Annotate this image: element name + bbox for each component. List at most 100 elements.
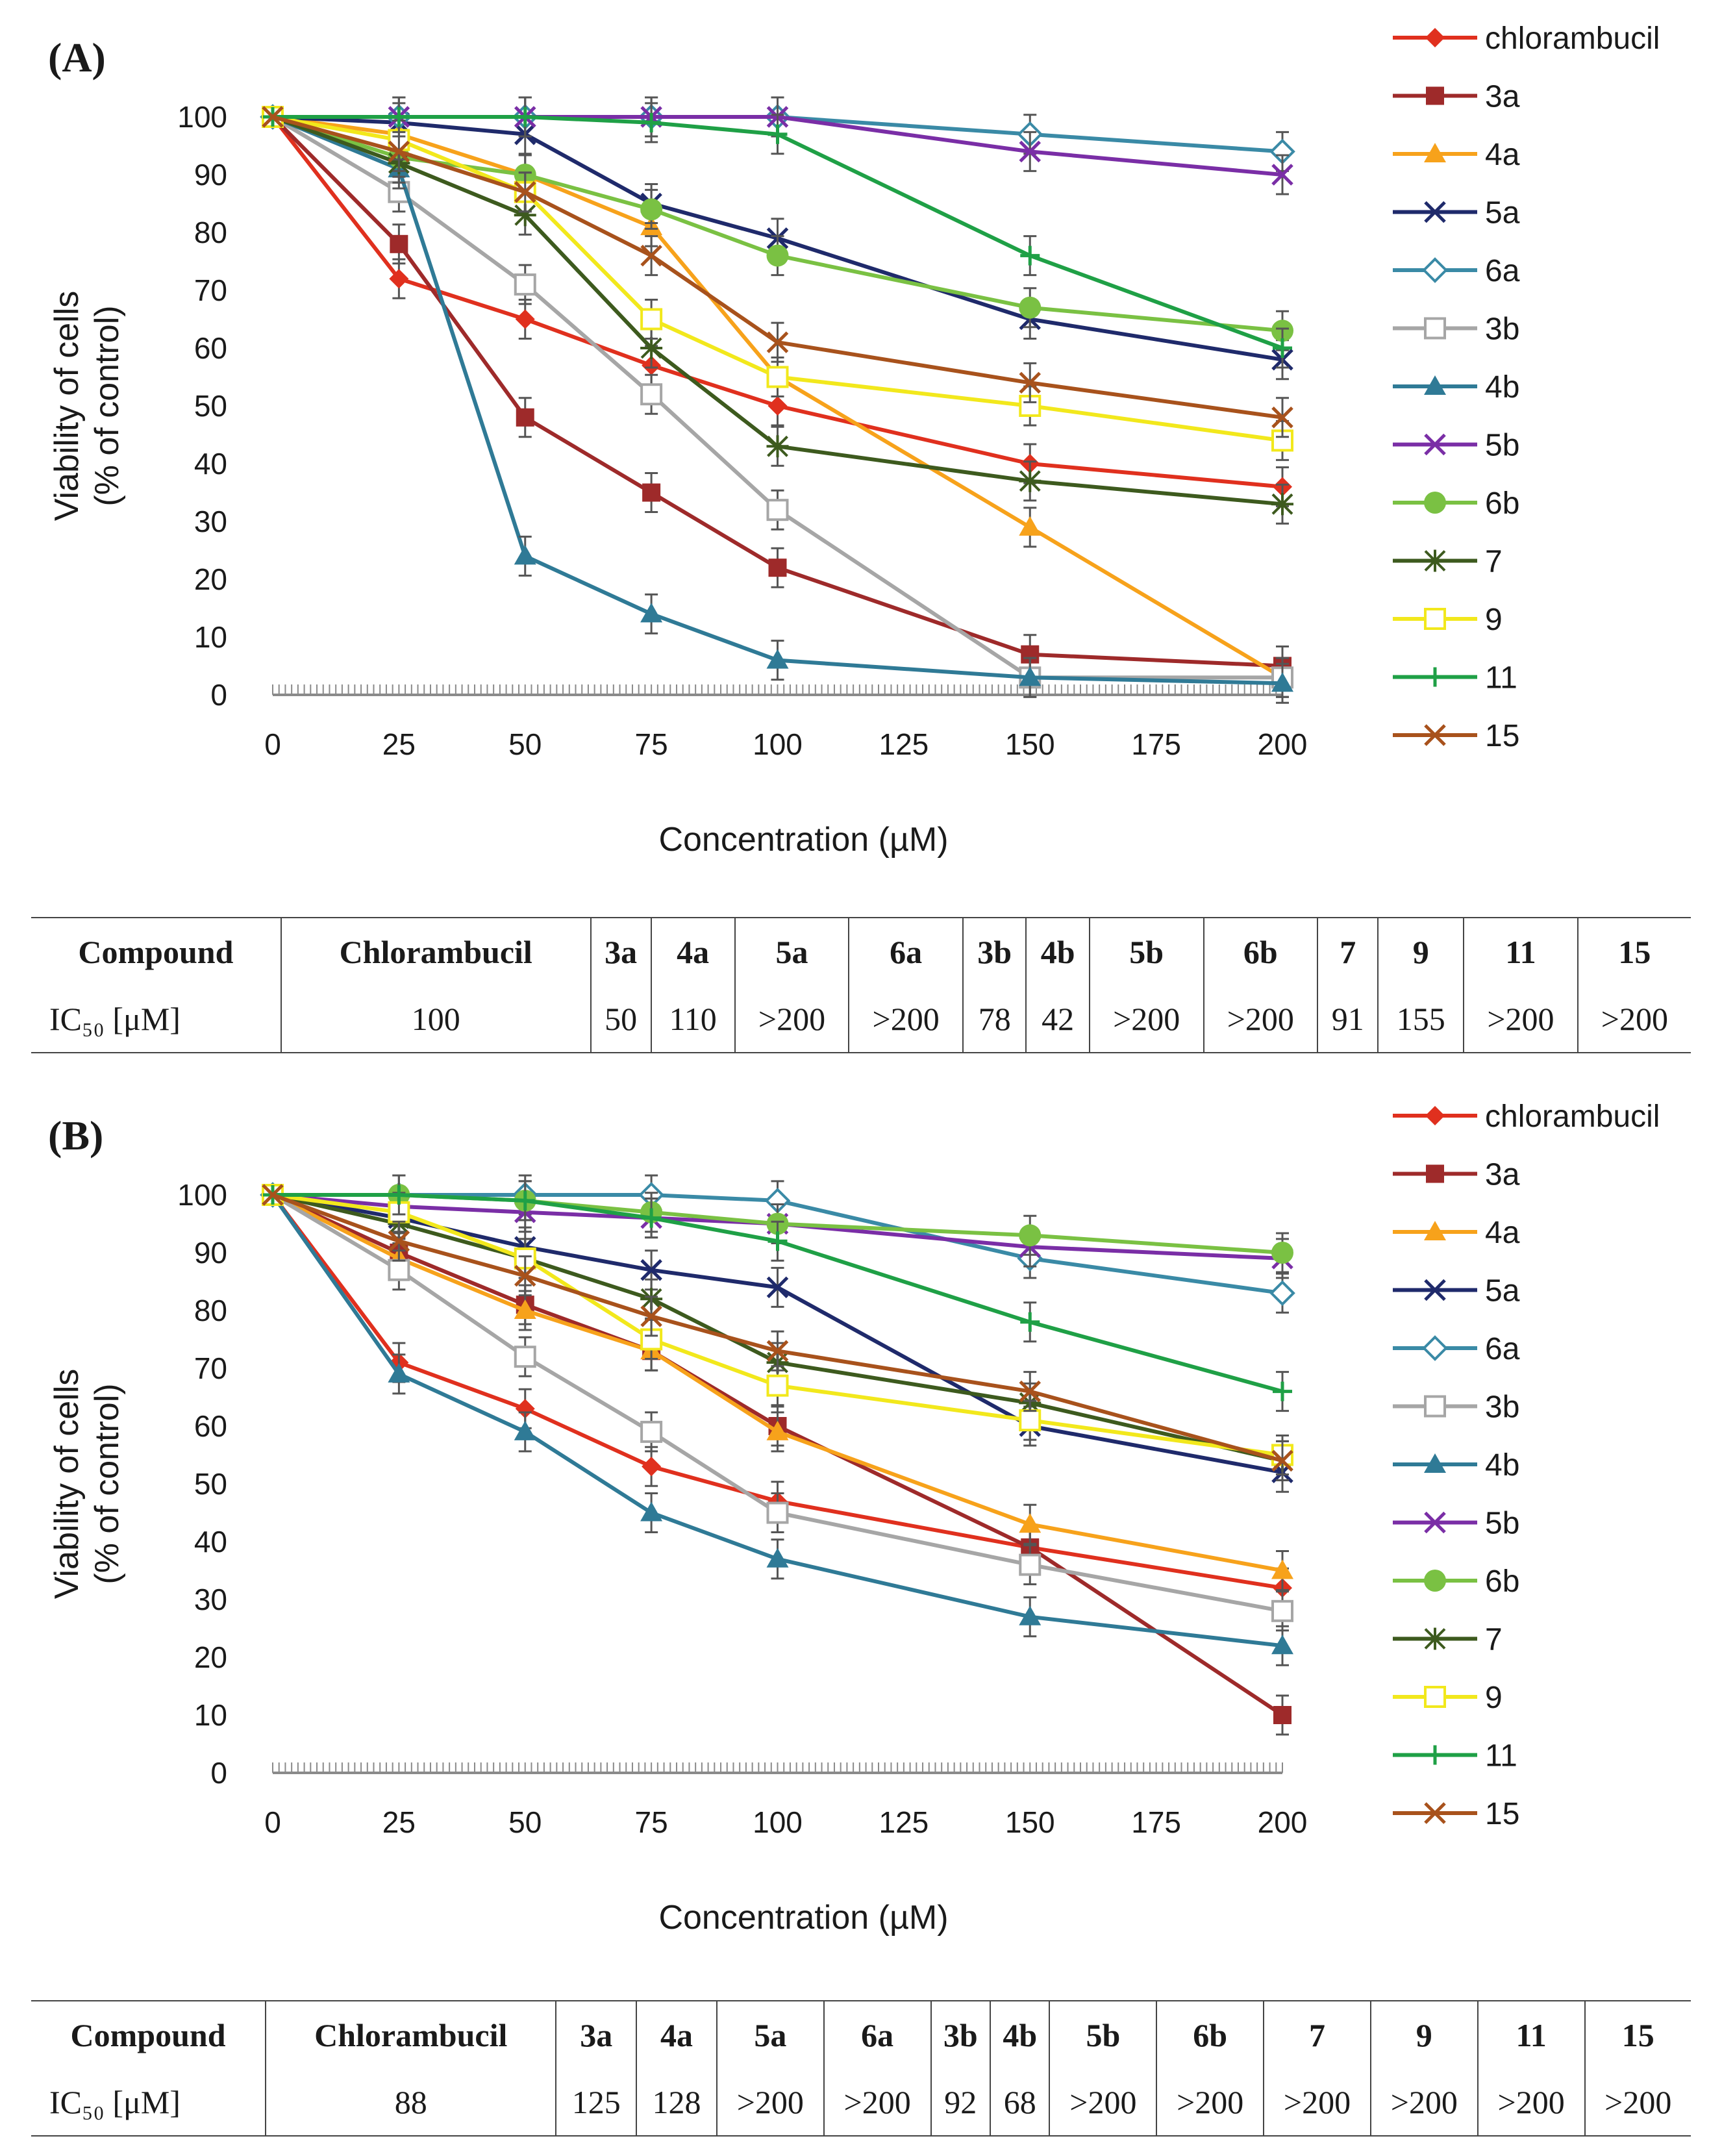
data-point (1019, 1605, 1042, 1625)
legend-label: 5b (1485, 429, 1519, 463)
legend-label: 9 (1485, 603, 1503, 637)
table-a-value-cell: 42 (1025, 985, 1090, 1053)
x-tick-label: 125 (879, 727, 929, 761)
legend-label: 15 (1485, 1797, 1519, 1831)
x-tick-label: 50 (508, 1805, 542, 1839)
y-tick-label: 0 (210, 678, 227, 712)
y-tick-label: 30 (194, 505, 227, 538)
legend: chlorambucil 3a 4a 5a 6a 3b 4b 5b 6b 7 9 11 15 (1393, 21, 1660, 753)
legend: chlorambucil 3a 4a 5a 6a 3b 4b 5b 6b 7 9 11 15 (1393, 1099, 1660, 1831)
panel-label-b: (B) (48, 1112, 104, 1159)
legend-item-5a: 5a (1393, 196, 1520, 231)
y-axis-label-line2: (% of control) (88, 1383, 126, 1584)
table-b-header-cell: 7 (1263, 2001, 1371, 2068)
legend-swatch-marker (1426, 1164, 1444, 1183)
legend-item-5a: 5a (1393, 1274, 1520, 1309)
legend-label: 3a (1485, 1158, 1520, 1192)
series-11 (263, 1174, 1292, 1412)
legend-label: 4b (1485, 370, 1519, 405)
x-tick-label: 125 (879, 1805, 929, 1839)
legend-label: 3a (1485, 80, 1520, 114)
data-point (514, 1299, 536, 1319)
table-a-header-cell: Compound (78, 933, 234, 970)
legend-item-11: 11 (1393, 661, 1517, 696)
data-point (262, 1184, 284, 1206)
legend-swatch-marker (1424, 317, 1446, 340)
data-point (1019, 140, 1042, 163)
table-a-header-cell: 4a (650, 918, 735, 985)
y-tick-label: 0 (210, 1756, 227, 1790)
table-b-value-cell: >200 (1369, 2068, 1478, 2136)
data-point (389, 269, 409, 289)
data-point (766, 244, 789, 267)
data-point (388, 1230, 410, 1252)
data-point (1019, 1553, 1042, 1576)
legend-item-chlorambucil: chlorambucil (1393, 1099, 1660, 1134)
legend-label: 3b (1485, 1390, 1519, 1425)
data-point (766, 1276, 789, 1299)
data-point (766, 1501, 789, 1524)
table-a-value-cell: 78 (962, 985, 1027, 1053)
legend-swatch-marker (1424, 1453, 1446, 1473)
data-point (1273, 1706, 1292, 1724)
table-b-header-cell: 3b (930, 2001, 990, 2068)
data-point (388, 1362, 410, 1383)
table-a-value-cell: >200 (1577, 985, 1691, 1053)
y-tick-label: 40 (194, 1525, 227, 1559)
x-tick-label: 200 (1258, 1805, 1308, 1839)
legend-swatch-marker (1424, 1570, 1446, 1592)
table-b-value-cell: >200 (1156, 2068, 1264, 2136)
legend-swatch-marker (1422, 1335, 1448, 1361)
legend-item-15: 15 (1393, 719, 1519, 753)
data-point (388, 1259, 410, 1281)
data-point (1020, 245, 1040, 266)
legend-item-4b: 4b (1393, 370, 1519, 405)
legend-item-5b: 5b (1393, 429, 1519, 463)
legend-label: 4a (1485, 138, 1520, 172)
chart-b: 0 10 20 30 40 50 60 70 80 90 100 0 25 50 75 100 125 150 17… (48, 1099, 1660, 1937)
x-tick-label: 75 (635, 727, 668, 761)
legend-item-4a: 4a (1393, 1216, 1520, 1250)
data-point (515, 1399, 535, 1419)
legend-label: 15 (1485, 719, 1519, 753)
table-b-value-cell: 125 (555, 2068, 637, 2136)
ic50-table-a: Compound Chlorambucil 3a 4a 5a 6a 3b 4b … (31, 917, 1691, 1053)
data-point (1271, 1635, 1293, 1655)
x-tick-label: 100 (753, 727, 803, 761)
y-tick-label: 60 (194, 1409, 227, 1443)
legend-item-9: 9 (1393, 603, 1503, 637)
legend-label: 6b (1485, 1564, 1519, 1599)
x-tick-label: 100 (753, 1805, 803, 1839)
table-b-value-cell: >200 (716, 2068, 824, 2136)
legend-item-9: 9 (1393, 1681, 1503, 1715)
table-a-value-cell: >200 (1088, 985, 1204, 1053)
panel-label-a: (A) (48, 34, 106, 81)
data-point (1271, 672, 1293, 692)
table-b-header-cell: 6b (1156, 2001, 1264, 2068)
legend-item-7: 7 (1393, 545, 1503, 579)
data-point (514, 273, 536, 296)
legend-swatch-marker (1424, 1221, 1446, 1240)
legend-label: 6a (1485, 1332, 1520, 1366)
data-point (1019, 1224, 1042, 1247)
legend-label: 5a (1485, 1274, 1520, 1309)
legend-item-3a: 3a (1393, 80, 1520, 114)
y-tick-label: 40 (194, 447, 227, 481)
table-b-header-cell: 4b (989, 2001, 1050, 2068)
legend-swatch-marker (1424, 1627, 1446, 1650)
table-a-value-cell: >200 (1463, 985, 1578, 1053)
legend-item-15: 15 (1393, 1797, 1519, 1831)
legend-item-chlorambucil: chlorambucil (1393, 21, 1660, 56)
data-point (1269, 1280, 1295, 1307)
data-point (642, 112, 662, 132)
data-point (1273, 338, 1292, 358)
legend-swatch-marker (1426, 86, 1444, 105)
x-tick-label: 175 (1131, 727, 1181, 761)
table-b-value-cell: >200 (1584, 2068, 1691, 2136)
legend-item-6a: 6a (1393, 254, 1520, 288)
table-a-header-cell: 9 (1377, 918, 1464, 985)
legend-item-11: 11 (1393, 1739, 1517, 1774)
table-b-header-cell: 15 (1584, 2001, 1691, 2068)
data-point (767, 124, 788, 144)
legend-swatch-marker (1424, 492, 1446, 514)
